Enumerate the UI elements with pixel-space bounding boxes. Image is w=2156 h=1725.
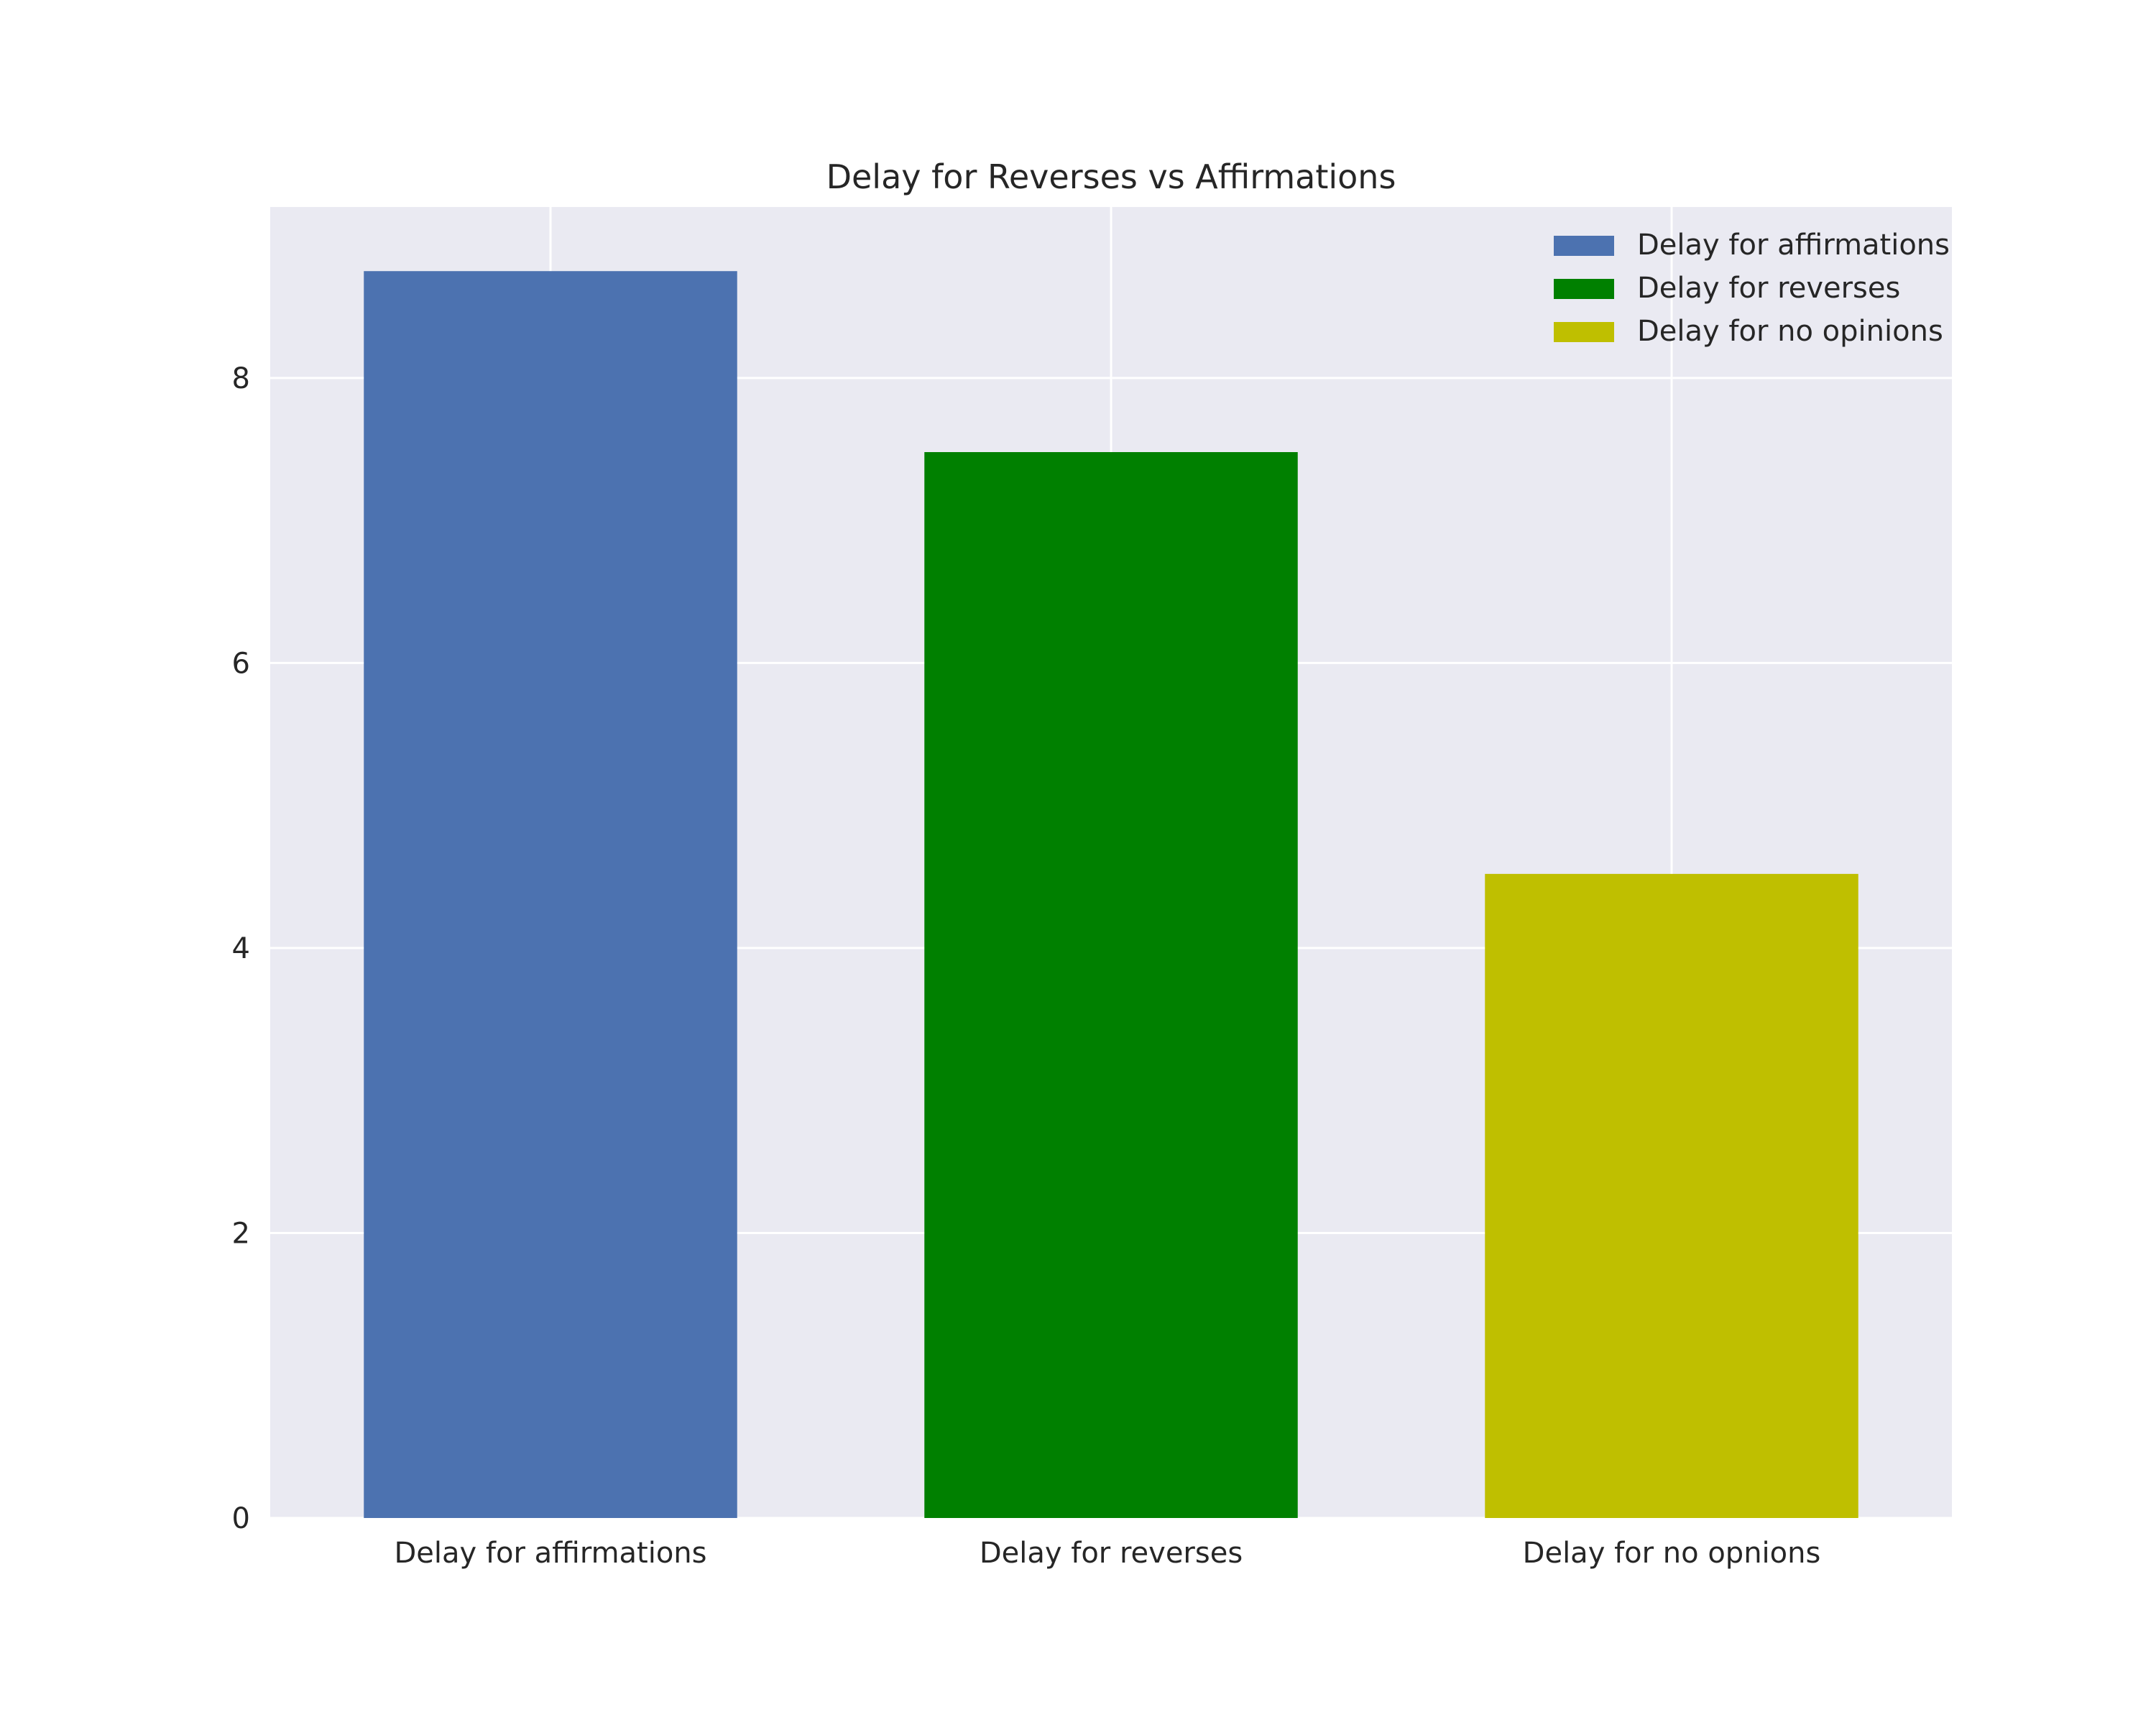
y-tick-label: 2 [232,1217,250,1250]
y-tick-label: 4 [232,932,250,965]
x-tick-label: Delay for no opnions [1523,1537,1821,1570]
x-tick-label: Delay for reverses [980,1537,1243,1570]
y-tick-label: 8 [232,362,250,395]
y-tick-label: 6 [232,647,250,680]
legend-label: Delay for affirmations [1637,229,1950,262]
legend-swatch [1554,322,1614,342]
legend-swatch [1554,236,1614,256]
legend-swatch [1554,279,1614,299]
bar [1485,873,1858,1518]
bar [924,452,1298,1518]
x-tick-label: Delay for affirmations [395,1537,707,1570]
legend-label: Delay for reverses [1637,272,1900,305]
y-tick-label: 0 [232,1502,250,1535]
bars [364,271,1858,1518]
bar [364,271,737,1518]
legend: Delay for affirmations Delay for reverses… [1554,229,1950,348]
x-axis-ticks: Delay for affirmations Delay for reverses… [395,1537,1821,1570]
chart-title: Delay for Reverses vs Affirmations [826,157,1396,196]
y-axis-ticks: 0 2 4 6 8 [232,362,250,1535]
legend-label: Delay for no opinions [1637,315,1943,348]
